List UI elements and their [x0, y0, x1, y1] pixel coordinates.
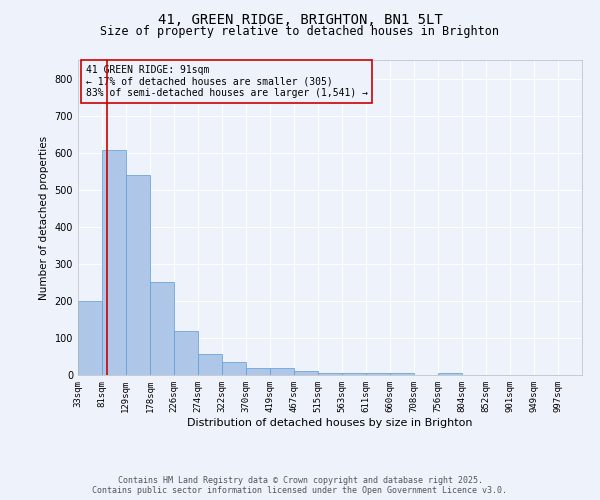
Bar: [102, 150, 126, 375]
Text: Size of property relative to detached houses in Brighton: Size of property relative to detached ho…: [101, 25, 499, 38]
Bar: [174, 332, 198, 375]
Bar: [126, 175, 150, 375]
Bar: [198, 354, 222, 375]
X-axis label: Distribution of detached houses by size in Brighton: Distribution of detached houses by size …: [187, 418, 473, 428]
Text: 41 GREEN RIDGE: 91sqm
← 17% of detached houses are smaller (305)
83% of semi-det: 41 GREEN RIDGE: 91sqm ← 17% of detached …: [86, 64, 368, 98]
Bar: [222, 362, 246, 375]
Bar: [390, 373, 414, 375]
Bar: [318, 373, 342, 375]
Bar: [342, 373, 366, 375]
Bar: [366, 373, 390, 375]
Bar: [270, 368, 294, 375]
Bar: [294, 370, 318, 375]
Bar: [78, 301, 102, 375]
Text: Contains HM Land Registry data © Crown copyright and database right 2025.
Contai: Contains HM Land Registry data © Crown c…: [92, 476, 508, 495]
Bar: [150, 282, 174, 375]
Y-axis label: Number of detached properties: Number of detached properties: [39, 136, 49, 300]
Bar: [246, 368, 270, 375]
Bar: [438, 373, 462, 375]
Text: 41, GREEN RIDGE, BRIGHTON, BN1 5LT: 41, GREEN RIDGE, BRIGHTON, BN1 5LT: [158, 12, 442, 26]
